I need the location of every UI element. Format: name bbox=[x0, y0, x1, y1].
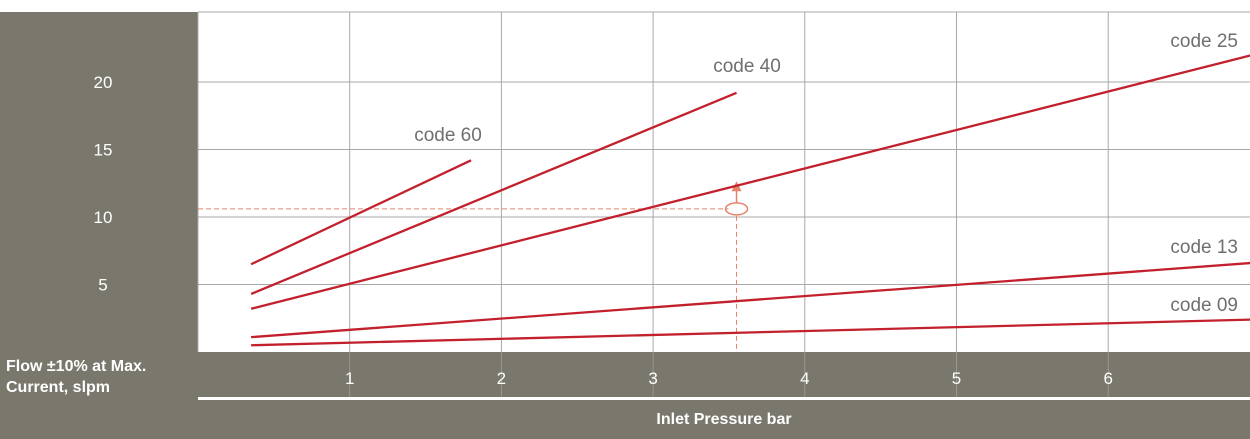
series-label: code 60 bbox=[414, 125, 482, 146]
corner-panel bbox=[0, 352, 198, 439]
y-tick-labels: 5 10 15 20 bbox=[94, 73, 113, 295]
y-axis-label: Flow ±10% at Max. Current, slpm bbox=[6, 358, 147, 396]
series-label: code 25 bbox=[1170, 31, 1238, 52]
y-tick-label: 5 bbox=[98, 276, 107, 295]
series-labels: code 60 code 40 code 25 code 13 code 09 bbox=[414, 31, 1238, 316]
series-line-code-40 bbox=[250, 91, 737, 296]
y-tick-label: 15 bbox=[94, 141, 113, 160]
reading-point-marker bbox=[724, 202, 749, 216]
grid-lines bbox=[197, 11, 1250, 399]
x-axis-label: Inlet Pressure bar bbox=[656, 411, 792, 428]
x-tick-label: 3 bbox=[648, 369, 657, 388]
x-tick-labels: 1 2 3 4 5 6 bbox=[345, 369, 1113, 388]
series-label: code 40 bbox=[713, 56, 781, 77]
series-line-code-13 bbox=[251, 261, 1250, 339]
y-axis-panel bbox=[0, 12, 198, 352]
x-tick-panel bbox=[198, 352, 1250, 398]
y-tick-label: 20 bbox=[94, 73, 113, 92]
reading-guide bbox=[198, 181, 749, 352]
x-tick-label: 6 bbox=[1103, 369, 1112, 388]
series-line-code-25 bbox=[250, 54, 1250, 310]
axis-panels bbox=[0, 12, 1250, 439]
series-line-code-60 bbox=[250, 159, 472, 266]
series-label: code 09 bbox=[1170, 295, 1238, 316]
y-tick-label: 10 bbox=[94, 208, 113, 227]
series-lines bbox=[250, 54, 1250, 347]
x-tick-label: 4 bbox=[800, 369, 809, 388]
x-tick-label: 2 bbox=[497, 369, 506, 388]
series-line-code-09 bbox=[251, 318, 1250, 347]
series-label: code 13 bbox=[1170, 237, 1238, 258]
x-tick-label: 1 bbox=[345, 369, 354, 388]
x-tick-label: 5 bbox=[952, 369, 961, 388]
x-label-panel bbox=[198, 400, 1250, 439]
